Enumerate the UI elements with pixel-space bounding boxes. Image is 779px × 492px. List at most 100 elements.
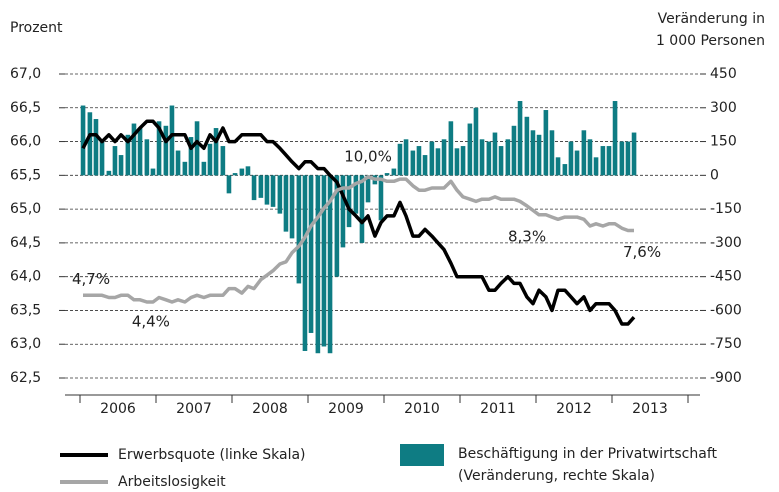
bar [87, 112, 93, 176]
bar [365, 175, 371, 203]
y-tick-label: 62,5 [10, 370, 41, 386]
bar [340, 175, 346, 248]
bar [403, 139, 409, 176]
bar [93, 119, 99, 176]
line [81, 119, 636, 326]
bar [207, 143, 213, 176]
bar [118, 155, 124, 176]
bar [429, 141, 435, 176]
value-label: 7,6% [623, 243, 661, 261]
bar [378, 175, 384, 221]
bar [245, 166, 251, 176]
bar [384, 173, 390, 176]
y-tick-label: 64,0 [10, 269, 41, 285]
bar [581, 130, 587, 176]
y2-tick-label: -300 [710, 235, 742, 251]
y-tick-label: 66,0 [10, 134, 41, 150]
bar [156, 121, 162, 176]
bar [600, 146, 606, 176]
bar [467, 123, 473, 176]
bar [359, 175, 365, 243]
bar [524, 116, 530, 176]
bar [562, 164, 568, 176]
legend-label: Arbeitslosigkeit [118, 474, 226, 490]
bar [536, 134, 542, 176]
bar [441, 139, 447, 176]
bar [226, 175, 232, 194]
y-tick-label: 66,5 [10, 100, 41, 116]
bar [397, 143, 403, 176]
bar [277, 175, 283, 214]
bar [251, 175, 257, 201]
bar [106, 170, 112, 176]
bar [498, 146, 504, 176]
bar [410, 150, 416, 176]
bar [549, 130, 555, 176]
y2-tick-label: -450 [710, 269, 742, 285]
bar [346, 175, 352, 228]
y2-tick-label: -600 [710, 302, 742, 318]
x-tick-label: 2007 [176, 401, 212, 417]
y2-tick-label: -150 [710, 201, 742, 217]
bar [625, 141, 631, 176]
bar [505, 139, 511, 176]
bar [220, 146, 226, 176]
bar [321, 175, 327, 347]
y-tick-label: 65,5 [10, 167, 41, 183]
x-tick-label: 2013 [632, 401, 668, 417]
y-tick-label: 63,0 [10, 336, 41, 352]
bar [454, 148, 460, 176]
x-tick-label: 2008 [252, 401, 288, 417]
y2-tick-label: -750 [710, 336, 742, 352]
value-label: 4,4% [132, 313, 170, 331]
bar [264, 175, 270, 205]
bar [213, 128, 219, 176]
legend-label: Beschäftigung in der Privatwirtschaft (V… [458, 446, 718, 484]
bar [435, 148, 441, 176]
bar [283, 175, 289, 232]
bar [422, 155, 428, 176]
bar [416, 146, 422, 176]
bar [194, 121, 200, 176]
y-axis-label: Prozent [10, 20, 63, 36]
bar [80, 105, 86, 176]
bar [517, 101, 523, 176]
x-tick-label: 2009 [328, 401, 364, 417]
bar [612, 101, 618, 176]
bar [486, 141, 492, 176]
bar [232, 173, 238, 176]
bar [99, 141, 105, 176]
bar [492, 132, 498, 176]
bar [543, 110, 549, 176]
y2-tick-label: -900 [710, 370, 742, 386]
bar [302, 175, 308, 351]
y2-axis-label: Veränderung in 1 000 Personen [655, 11, 765, 49]
bar [555, 157, 561, 176]
bar [353, 175, 359, 214]
bar [137, 128, 143, 176]
bar [188, 137, 194, 176]
bar [169, 105, 175, 176]
bar [182, 161, 188, 176]
y-tick-label: 64,5 [10, 235, 41, 251]
y2-tick-label: 450 [710, 66, 737, 82]
value-label: 4,7% [72, 270, 110, 288]
x-tick-label: 2010 [404, 401, 440, 417]
x-tick-label: 2012 [556, 401, 592, 417]
y-tick-label: 65,0 [10, 201, 41, 217]
bar [112, 146, 118, 176]
bar [391, 168, 397, 176]
bar [587, 139, 593, 176]
bar [175, 150, 181, 176]
bar [631, 132, 637, 176]
x-tick-label: 2011 [480, 401, 516, 417]
bar [125, 134, 131, 176]
bar [448, 121, 454, 176]
bar [574, 150, 580, 176]
legend-label: Erwerbsquote (linke Skala) [118, 447, 306, 463]
y2-tick-label: 300 [710, 100, 737, 116]
y-tick-label: 67,0 [10, 66, 41, 82]
bar [308, 175, 314, 333]
